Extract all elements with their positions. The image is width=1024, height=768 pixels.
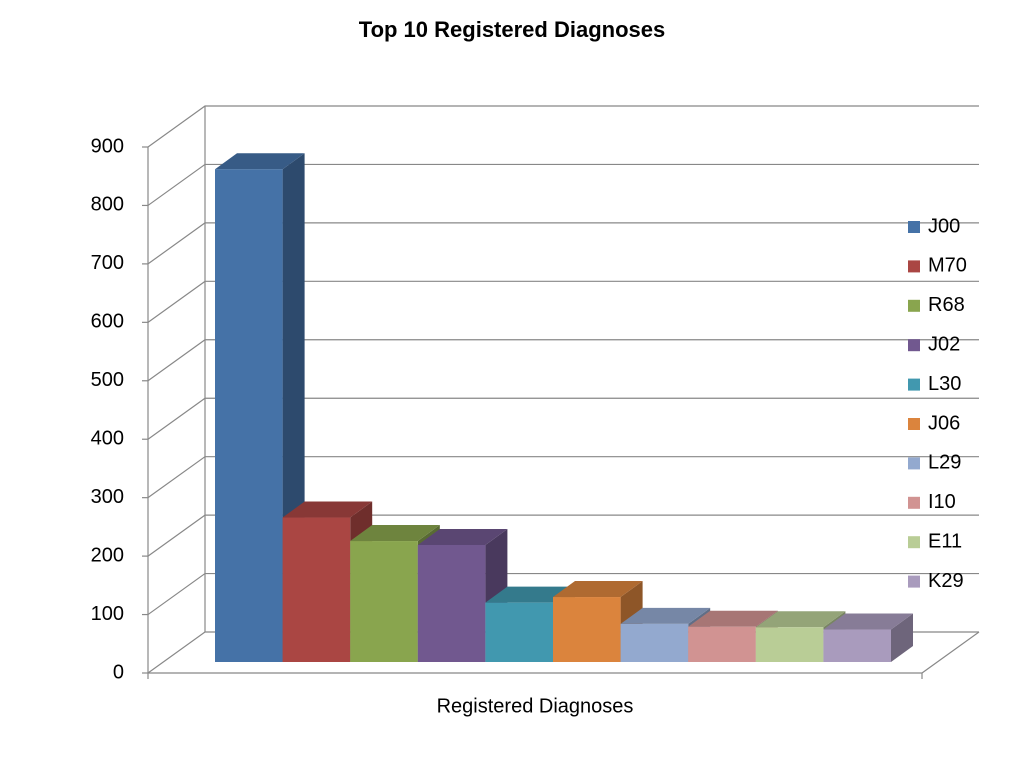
- chart-title: Top 10 Registered Diagnoses: [359, 17, 665, 42]
- y-tick-label: 0: [113, 661, 124, 683]
- bar: [350, 541, 418, 662]
- grid-line: [147, 456, 979, 499]
- legend-label: E11: [928, 530, 962, 552]
- grid-line: [147, 572, 979, 616]
- legend-swatch: [908, 221, 920, 233]
- grid-line: [147, 105, 979, 148]
- x-axis-label: Registered Diagnoses: [437, 695, 634, 717]
- bar-top: [215, 153, 305, 170]
- y-tick-label: 100: [91, 603, 124, 625]
- legend-swatch: [908, 496, 920, 509]
- y-tick-label: 700: [91, 252, 124, 274]
- grid-line: [147, 163, 979, 206]
- y-tick-label: 400: [91, 428, 124, 450]
- bar: [215, 169, 283, 662]
- bar: [823, 629, 891, 662]
- legend-swatch: [908, 339, 920, 352]
- bar: [282, 517, 351, 662]
- legend-label: L29: [928, 452, 961, 474]
- legend-label: J06: [928, 412, 960, 434]
- legend-swatch: [908, 457, 920, 470]
- legend-swatch: [908, 418, 920, 430]
- y-tick-label: 600: [91, 311, 124, 333]
- legend-label: J00: [928, 215, 960, 237]
- bar-top: [553, 581, 643, 598]
- legend-swatch: [908, 378, 920, 391]
- bar-top: [688, 610, 778, 627]
- legend-swatch: [908, 536, 920, 549]
- legend-label: L30: [928, 373, 961, 395]
- bar: [417, 544, 486, 662]
- grid-line: [147, 514, 979, 557]
- legend-label: J02: [928, 333, 960, 355]
- grid-line: [147, 397, 979, 440]
- legend-swatch: [908, 575, 920, 588]
- grid-line: [147, 222, 979, 265]
- y-tick-label: 500: [91, 369, 124, 391]
- legend-label: K29: [928, 570, 964, 592]
- y-tick-label: 300: [91, 486, 124, 508]
- bar-top: [620, 607, 711, 624]
- bar-top: [823, 613, 913, 630]
- bar-top: [755, 611, 846, 628]
- bar-top: [350, 525, 440, 542]
- bar: [485, 602, 553, 662]
- legend-swatch: [908, 260, 920, 273]
- y-tick-label: 200: [91, 544, 124, 566]
- bar: [553, 597, 621, 662]
- grid-line: [147, 280, 979, 323]
- bar: [620, 623, 689, 662]
- y-tick-label: 900: [91, 135, 124, 157]
- bar-side: [891, 613, 913, 662]
- legend-label: R68: [928, 294, 965, 316]
- legend-swatch: [908, 299, 920, 312]
- bar-top: [417, 528, 508, 545]
- grid-line: [147, 339, 979, 382]
- legend-label: I10: [928, 491, 956, 513]
- bar: [755, 627, 824, 662]
- bar-top: [282, 501, 373, 518]
- y-tick-label: 800: [91, 194, 124, 216]
- legend-label: M70: [928, 255, 967, 277]
- bar-top: [485, 586, 575, 603]
- bar: [688, 626, 756, 662]
